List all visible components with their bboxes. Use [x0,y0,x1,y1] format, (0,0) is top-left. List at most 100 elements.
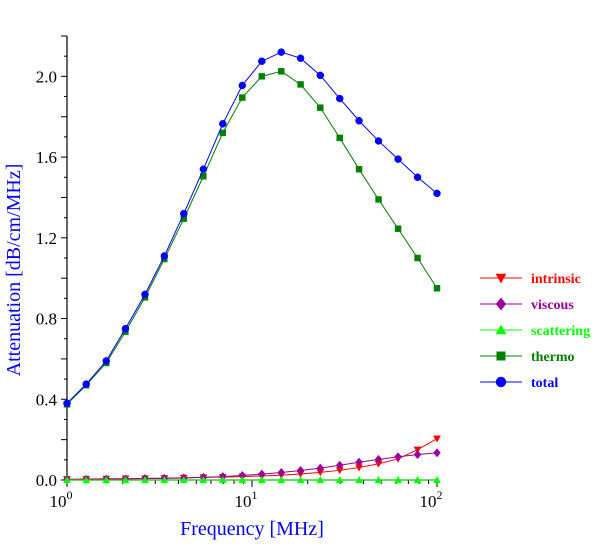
data-point-scattering [238,475,247,484]
legend-label: scattering [531,324,590,339]
data-point-scattering [121,475,130,484]
legend-item-total: total [480,376,558,391]
y-tick-label: 1.2 [36,229,57,248]
data-point-scattering [296,475,305,484]
data-point-thermo [394,225,402,232]
data-point-scattering [277,475,286,484]
x-tick-base: 10 [420,492,437,511]
data-point-scattering [413,475,422,484]
series-line-thermo [66,70,438,405]
legend-marker [495,297,507,311]
series-scattering [63,475,441,484]
data-point-viscous [394,452,402,462]
x-axis-title: Frequency [MHz] [180,518,324,540]
data-point-scattering [355,475,363,484]
data-point-scattering [394,475,402,484]
data-point-scattering [374,475,383,484]
series-intrinsic [63,435,441,484]
data-point-total [394,155,402,163]
data-point-thermo [336,134,343,142]
x-tick-label: 101 [235,488,258,511]
data-point-scattering [257,475,266,484]
legend-item-scattering: scattering [480,324,590,339]
data-point-thermo [414,254,421,262]
y-tick-label: 2.0 [36,67,57,86]
data-point-scattering [335,475,344,484]
x-tick-label: 100 [50,488,73,511]
y-tick-label: 0.0 [36,471,57,490]
data-point-scattering [160,475,169,484]
legend-label: thermo [531,350,575,365]
data-point-scattering [316,475,325,484]
data-point-thermo [433,285,441,292]
data-point-thermo [258,73,266,80]
data-point-total [277,48,286,56]
y-tick-label: 0.8 [36,310,57,329]
data-point-total [199,165,208,173]
x-tick-label: 102 [420,488,443,511]
data-point-total [238,81,247,90]
y-axis-title: Attenuation [dB/cm/MHz] [3,164,25,377]
data-point-thermo [375,196,382,203]
data-point-scattering [179,475,188,484]
legend-marker [496,351,506,361]
x-tick-exponent: 2 [437,488,443,502]
data-point-viscous [413,449,422,460]
series-line-total [66,51,438,404]
data-point-total [335,94,344,103]
y-tick-label: 0.4 [36,390,58,409]
legend-label: total [531,376,558,391]
data-point-scattering [82,475,91,484]
series-layer [63,48,441,485]
data-point-viscous [433,448,441,458]
data-point-thermo [297,81,304,88]
data-point-scattering [63,475,71,484]
data-point-scattering [433,475,441,484]
data-point-scattering [218,475,227,484]
x-tick-base: 10 [235,492,252,511]
data-point-thermo [278,68,285,75]
data-point-total [433,189,441,198]
data-point-total [121,324,130,333]
y-tick-label: 1.6 [36,148,57,167]
legend-item-intrinsic: intrinsic [480,272,581,287]
data-point-thermo [317,104,324,111]
data-point-scattering [102,475,111,484]
x-tick-exponent: 1 [252,488,258,502]
data-point-total [296,54,305,62]
data-point-viscous [355,457,363,467]
data-point-viscous [316,463,325,473]
series-total [63,48,441,408]
data-point-total [180,209,188,218]
data-point-total [413,173,422,182]
data-point-total [316,71,325,80]
data-point-total [355,117,363,125]
data-point-viscous [374,454,383,465]
data-point-total [141,290,149,299]
data-point-thermo [355,165,363,173]
data-point-viscous [335,460,344,470]
legend-marker [495,324,507,335]
data-point-total [258,57,266,65]
legend-label: viscous [531,298,574,313]
data-point-total [63,399,71,408]
legend-label: intrinsic [531,272,581,287]
data-point-scattering [199,475,208,484]
x-tick-exponent: 0 [67,488,73,502]
legend-item-thermo: thermo [480,350,575,365]
data-point-thermo [219,129,226,137]
data-point-total [102,357,111,365]
data-point-total [374,137,383,145]
legend-item-viscous: viscous [480,297,574,313]
data-point-thermo [239,94,246,101]
data-point-scattering [141,475,149,484]
legend: intrinsic viscous scattering thermo total [480,272,590,391]
data-point-viscous [296,465,305,476]
data-point-total [160,252,169,260]
series-thermo [63,68,441,408]
data-point-total [219,120,227,128]
data-point-total [82,380,90,388]
legend-marker [495,376,507,388]
